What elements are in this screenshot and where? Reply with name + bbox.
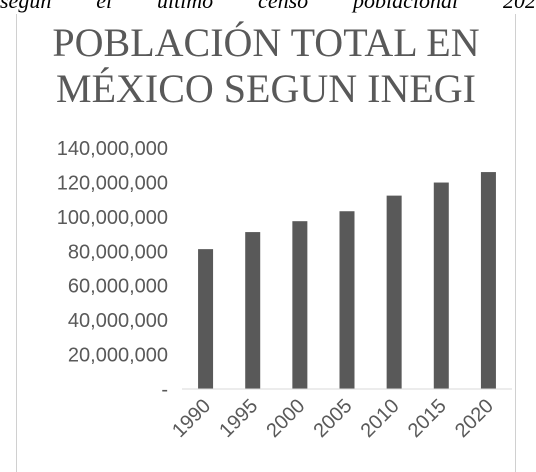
chart-title: POBLACIÓN TOTAL EN MÉXICO SEGUN INEGI xyxy=(16,20,516,112)
bar-2015 xyxy=(433,182,449,389)
y-tick-label: 100,000,000 xyxy=(57,207,168,229)
clipped-body-text: según el último censo poblacional 202 xyxy=(0,0,536,13)
y-tick-label: - xyxy=(161,379,168,401)
y-tick-label: 20,000,000 xyxy=(68,345,168,367)
bar-1995 xyxy=(245,232,261,389)
bar-2010 xyxy=(386,195,402,389)
chart-frame xyxy=(16,14,516,472)
bar-2000 xyxy=(292,221,308,389)
chart-title-line-1: POBLACIÓN TOTAL EN xyxy=(52,20,480,65)
y-tick-label: 40,000,000 xyxy=(68,310,168,332)
x-tick-label: 1990 xyxy=(168,395,215,442)
x-tick-label: 1995 xyxy=(215,395,262,442)
x-tick-label: 2005 xyxy=(310,395,357,442)
x-tick-label: 2015 xyxy=(404,395,451,442)
bar-1990 xyxy=(198,249,214,389)
y-tick-label: 80,000,000 xyxy=(68,241,168,263)
y-tick-label: 140,000,000 xyxy=(57,138,168,160)
x-tick-label: 2010 xyxy=(357,395,404,442)
bar-2005 xyxy=(339,211,355,389)
x-tick-label: 2000 xyxy=(262,395,309,442)
y-tick-label: 60,000,000 xyxy=(68,276,168,298)
chart-title-line-2: MÉXICO SEGUN INEGI xyxy=(56,66,476,111)
bar-2020 xyxy=(480,172,496,389)
x-tick-label: 2020 xyxy=(451,395,498,442)
y-tick-label: 120,000,000 xyxy=(57,172,168,194)
